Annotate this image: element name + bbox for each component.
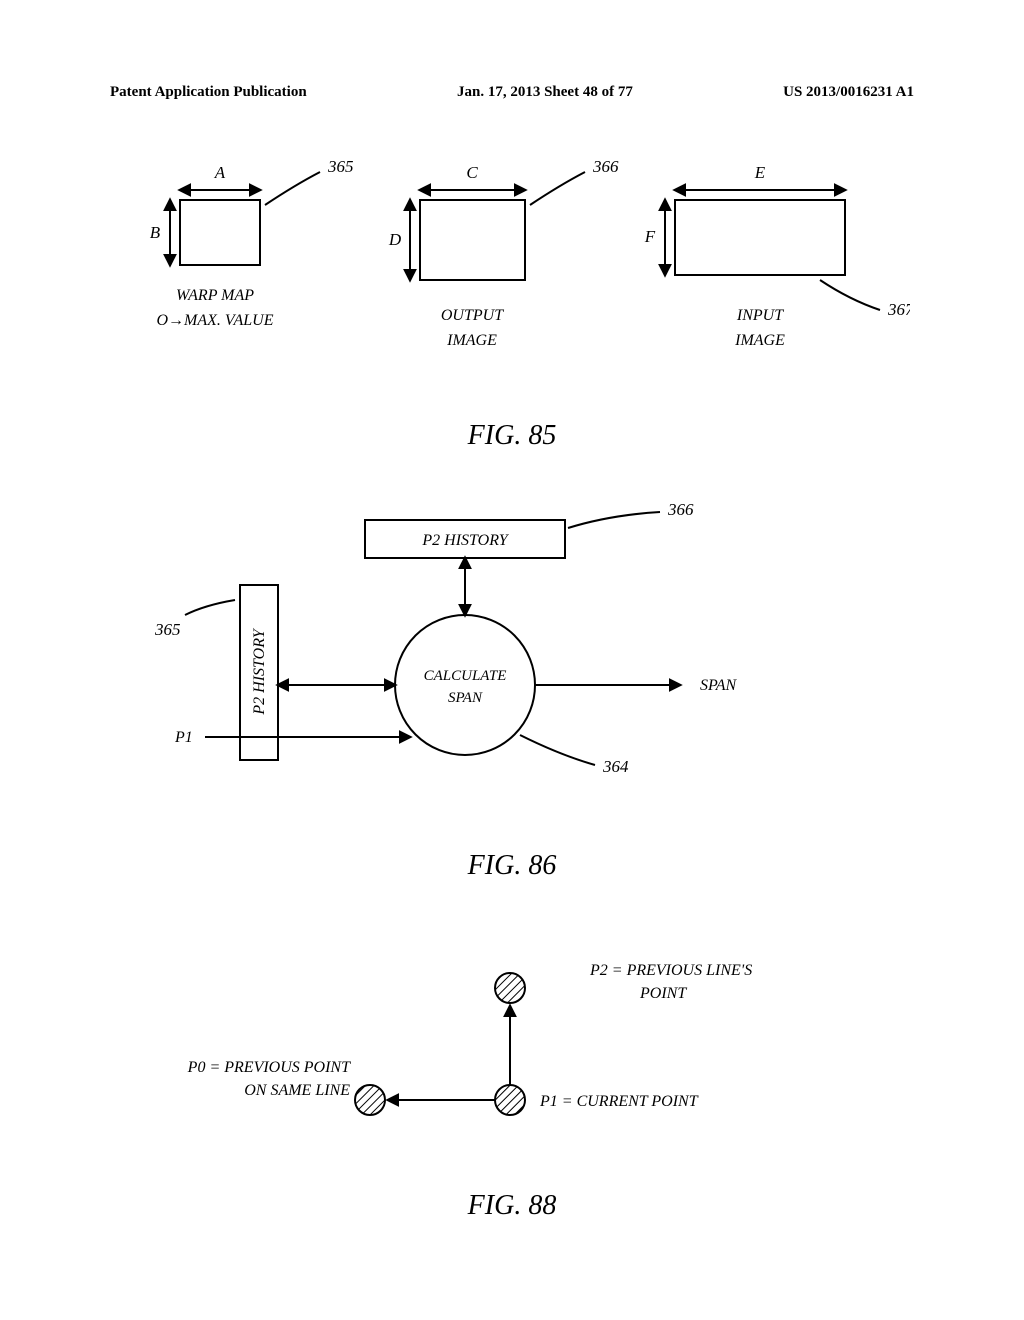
in-desc2: IMAGE	[734, 332, 785, 349]
fig88-caption: FIG. 88	[0, 1190, 1024, 1222]
p2-l2: POINT	[639, 985, 687, 1002]
p1-label: P1	[174, 729, 193, 746]
span-label: SPAN	[700, 677, 737, 694]
out-h-label: D	[388, 230, 402, 249]
p0-l2: ON SAME LINE	[244, 1082, 350, 1099]
warp-desc1: WARP MAP	[176, 287, 254, 304]
warp-ref: 365	[327, 157, 354, 176]
out-w-label: C	[466, 163, 478, 182]
fig88-svg: P2 = PREVIOUS LINE'S POINT P1 = CURRENT …	[120, 940, 910, 1170]
p1-rlabel: P1 = CURRENT POINT	[539, 1093, 699, 1110]
calc-l2: SPAN	[448, 690, 483, 706]
calc-ref: 364	[602, 757, 629, 776]
p2-l1: P2 = PREVIOUS LINE'S	[589, 962, 752, 979]
fig85-caption: FIG. 85	[0, 420, 1024, 452]
out-desc1: OUTPUT	[441, 307, 504, 324]
out-ref: 366	[592, 157, 619, 176]
p2h-v-label: P2 HISTORY	[251, 627, 268, 715]
page-header: Patent Application Publication Jan. 17, …	[0, 84, 1024, 101]
in-h-label: F	[644, 227, 656, 246]
warp-w-label: A	[214, 163, 226, 182]
in-desc1: INPUT	[736, 307, 784, 324]
header-left: Patent Application Publication	[110, 84, 307, 101]
p2h-h-label: P2 HISTORY	[421, 532, 509, 549]
out-desc2: IMAGE	[446, 332, 497, 349]
fig85-svg: A B 365 WARP MAP O→MAX. VALUE C D 366 OU…	[120, 150, 910, 410]
header-right: US 2013/0016231 A1	[783, 84, 914, 101]
in-w-label: E	[754, 163, 766, 182]
warp-h-label: B	[150, 223, 161, 242]
p2h-v-ref: 365	[154, 620, 181, 639]
header-center: Jan. 17, 2013 Sheet 48 of 77	[457, 84, 633, 101]
calc-l1: CALCULATE	[424, 668, 507, 684]
warp-desc2: O→MAX. VALUE	[156, 312, 273, 329]
fig86-svg: P2 HISTORY 366 P2 HISTORY 365 CALCULATE …	[120, 490, 910, 810]
p0-l1: P0 = PREVIOUS POINT	[187, 1059, 351, 1076]
fig86-caption: FIG. 86	[0, 850, 1024, 882]
p2h-h-ref: 366	[667, 500, 694, 519]
in-ref: 367	[887, 300, 910, 319]
